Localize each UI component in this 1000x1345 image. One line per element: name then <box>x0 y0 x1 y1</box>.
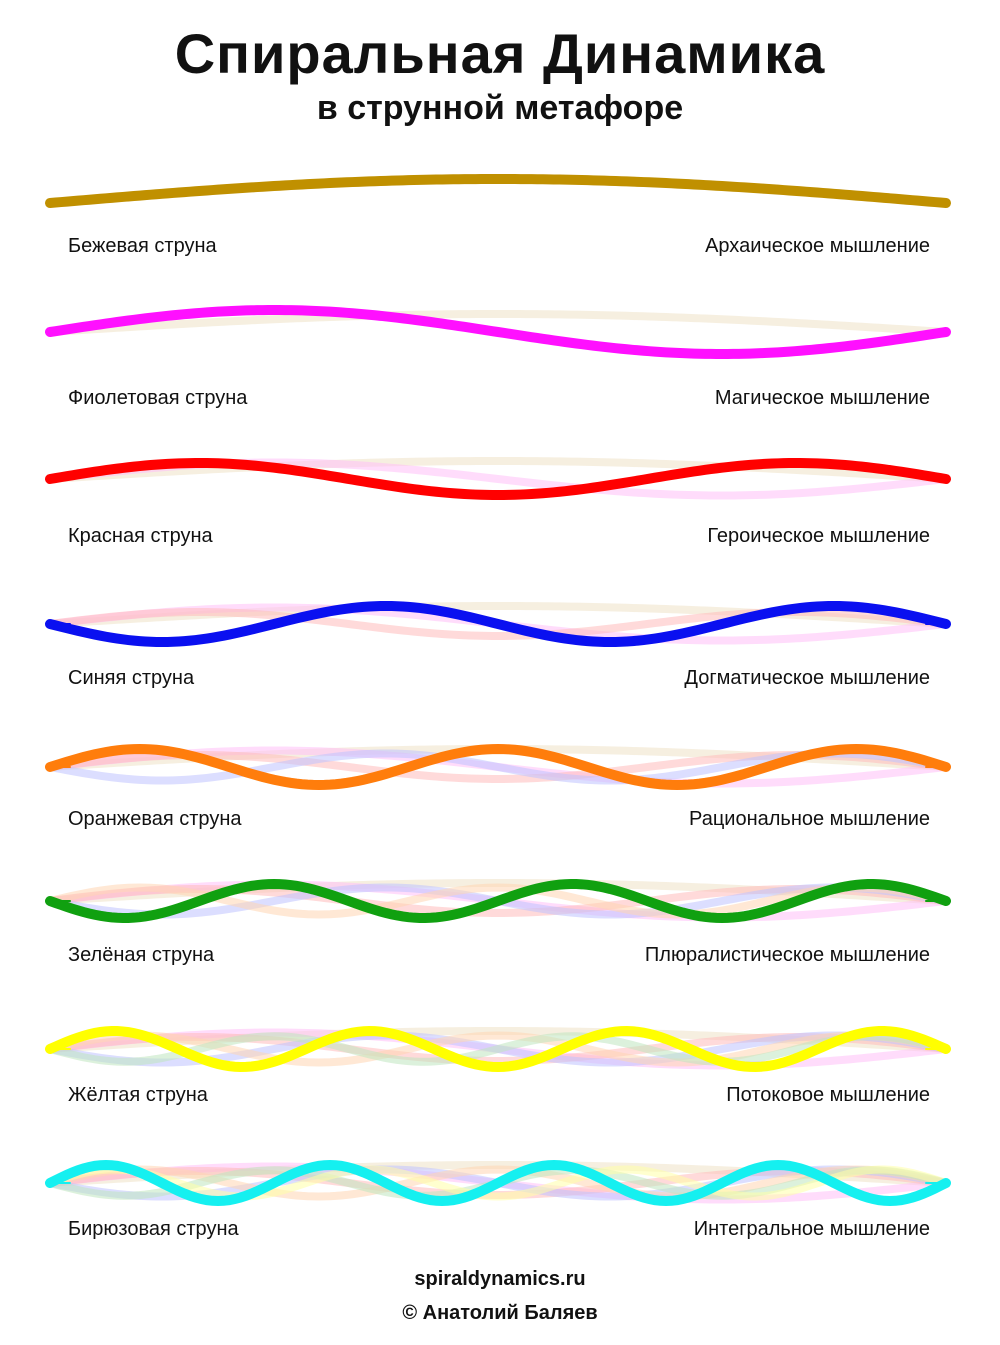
string-label-turquoise: Бирюзовая струна <box>68 1218 239 1240</box>
mode-label-rational: Рациональное мышление <box>689 808 930 830</box>
footer-site: spiraldynamics.ru <box>414 1268 586 1290</box>
string-green <box>45 878 951 924</box>
ghost-string-yellow-green <box>46 1032 950 1066</box>
page-title: Спиральная Динамика <box>174 22 826 85</box>
mode-label-pluralistic: Плюралистическое мышление <box>644 944 930 966</box>
string-label-orange: Оранжевая струна <box>68 808 242 830</box>
string-red <box>45 457 951 501</box>
string-blue <box>45 600 951 648</box>
string-label-blue: Синяя струна <box>68 667 195 689</box>
footer-copyright: © Анатолий Баляев <box>402 1302 598 1324</box>
string-label-beige: Бежевая струна <box>68 235 217 257</box>
ghost-string-yellow-orange <box>46 1031 950 1067</box>
ghost-string-turquoise-orange <box>46 1165 950 1201</box>
mode-label-flow: Потоковое мышление <box>726 1084 930 1106</box>
mode-label-integral: Интегральное мышление <box>693 1218 930 1240</box>
mode-label-dogmatic: Догматическое мышление <box>684 667 930 689</box>
ghost-string-green-orange <box>46 883 950 919</box>
string-label-purple: Фиолетовая струна <box>68 387 248 409</box>
ghost-string-red-beige <box>46 457 950 483</box>
mode-label-archaic: Архаическое мышление <box>705 235 930 257</box>
ghost-string-turquoise-yellow <box>46 1165 950 1201</box>
string-orange <box>45 743 951 791</box>
string-purple <box>45 304 951 360</box>
string-turquoise <box>45 1159 951 1207</box>
string-label-red: Красная струна <box>68 525 213 547</box>
ghost-string-purple-beige <box>46 310 950 336</box>
string-label-green: Зелёная струна <box>68 944 215 966</box>
string-yellow <box>45 1025 951 1073</box>
mode-label-magic: Магическое мышление <box>714 387 930 409</box>
page-subtitle: в струнной метафоре <box>316 89 684 127</box>
string-beige <box>45 174 951 208</box>
mode-label-heroic: Героическое мышление <box>707 525 930 547</box>
string-label-yellow: Жёлтая струна <box>68 1084 208 1106</box>
